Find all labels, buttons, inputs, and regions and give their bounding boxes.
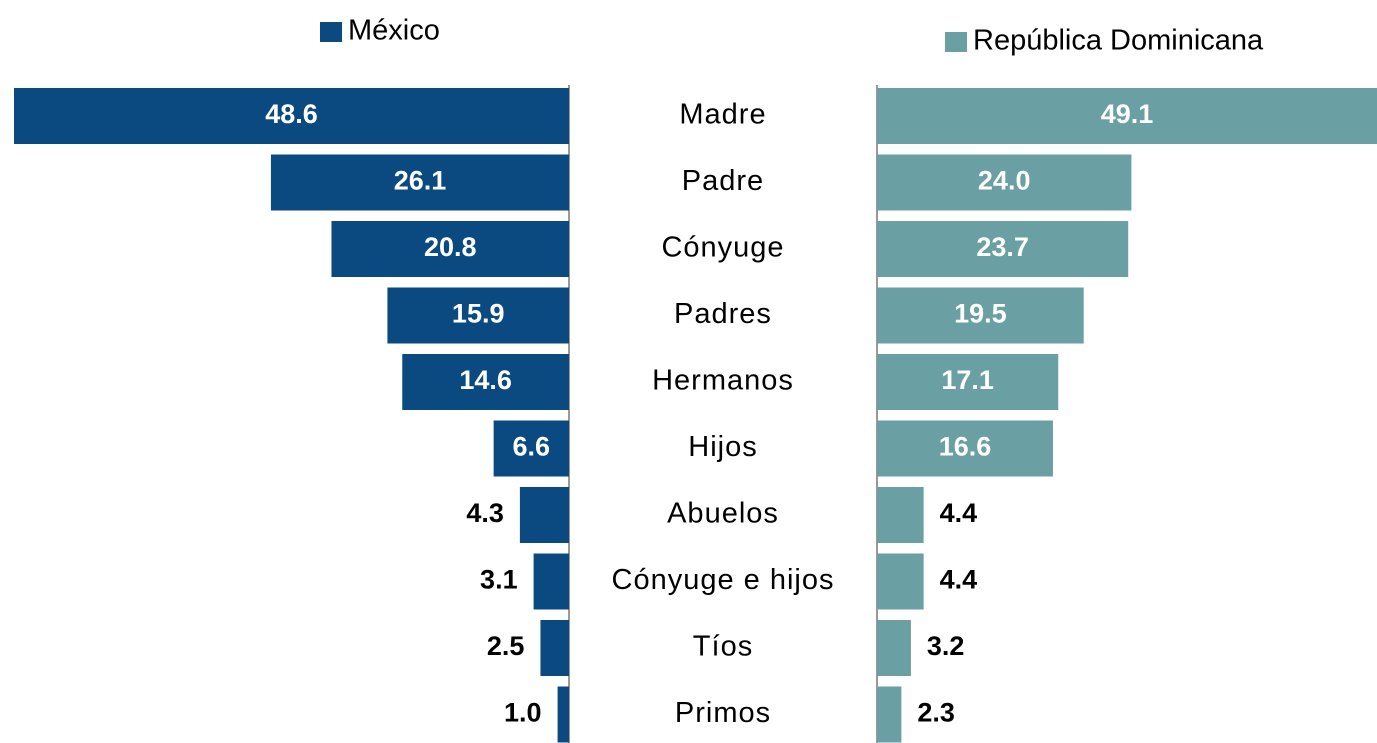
bar: [540, 620, 569, 676]
category-label: Cónyuge e hijos: [612, 564, 835, 596]
category-label: Tíos: [693, 631, 753, 663]
value-label: 17.1: [941, 365, 994, 395]
category-label: Padres: [674, 298, 772, 330]
bar: [877, 487, 924, 543]
bar: [493, 420, 569, 477]
value-label: 14.6: [459, 365, 512, 395]
value-label: 16.6: [939, 432, 992, 462]
category-label: Hermanos: [652, 365, 794, 397]
value-label: 20.8: [424, 232, 477, 262]
bar: [877, 221, 1129, 277]
bar: [877, 553, 924, 610]
bar: [877, 88, 1377, 144]
category-label: Hijos: [688, 431, 757, 463]
bar: [387, 287, 569, 344]
legend-swatch: [320, 22, 342, 42]
value-label: 23.7: [976, 232, 1029, 262]
bar: [13, 88, 570, 144]
bar: [270, 154, 569, 211]
value-label: 2.5: [487, 631, 525, 661]
value-label: 3.2: [927, 631, 965, 661]
value-label: 6.6: [513, 432, 551, 462]
value-label: 19.5: [954, 299, 1007, 329]
bar: [877, 354, 1059, 410]
value-label: 4.4: [940, 498, 978, 528]
value-label: 26.1: [394, 166, 447, 196]
bar: [877, 686, 902, 743]
bar: [877, 154, 1132, 211]
value-label: 4.3: [466, 498, 504, 528]
category-label: Madre: [679, 99, 766, 131]
bar: [557, 686, 569, 743]
value-label: 3.1: [480, 565, 518, 595]
bar: [877, 420, 1053, 477]
value-label: 1.0: [504, 698, 542, 728]
bar: [402, 354, 569, 410]
bar: [533, 553, 569, 610]
value-label: 2.3: [917, 698, 955, 728]
category-label: Padre: [682, 165, 764, 197]
value-label: 15.9: [452, 299, 505, 329]
legend-label: México: [348, 15, 440, 47]
category-label: Primos: [675, 697, 771, 729]
category-label: Abuelos: [667, 498, 779, 530]
value-label: 48.6: [265, 99, 318, 129]
bar: [877, 620, 911, 676]
category-label: Cónyuge: [661, 232, 784, 264]
bar: [331, 221, 569, 277]
value-label: 49.1: [1101, 99, 1154, 129]
value-label: 4.4: [940, 565, 978, 595]
bar: [519, 487, 569, 543]
bar: [877, 287, 1084, 344]
value-label: 24.0: [978, 166, 1031, 196]
legend-label: República Dominicana: [973, 25, 1264, 57]
legend-swatch: [945, 32, 967, 52]
